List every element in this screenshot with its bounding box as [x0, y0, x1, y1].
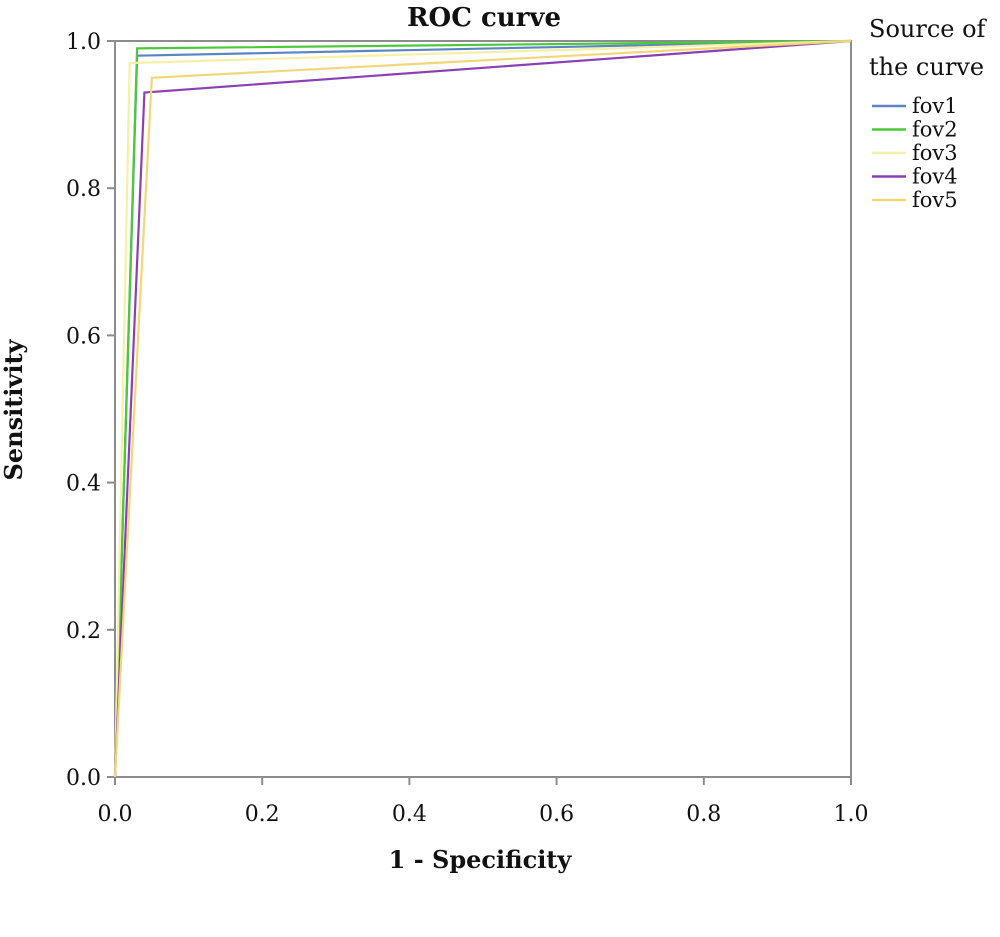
- series-line-fov1: [113, 39, 852, 778]
- y-axis: 0.0 0.2 0.4 0.6 0.8 1.0: [66, 30, 115, 791]
- legend-label: fov4: [912, 165, 958, 189]
- legend-item-fov5: fov5: [872, 188, 958, 212]
- y-tick-label: 0.4: [66, 472, 101, 497]
- y-tick-label: 1.0: [66, 30, 101, 55]
- plot-area: [114, 40, 852, 778]
- legend-label: fov5: [912, 188, 958, 212]
- x-axis-title: 1 - Specificity: [389, 845, 573, 874]
- y-axis-title: Sensitivity: [0, 338, 28, 480]
- plot-frame: [114, 40, 852, 778]
- y-tick-label: 0.0: [66, 766, 101, 791]
- x-tick-label: 0.0: [98, 802, 133, 827]
- y-tick-label: 0.6: [66, 324, 101, 349]
- chart-title: ROC curve: [407, 3, 561, 33]
- x-tick-label: 0.6: [539, 802, 574, 827]
- series-lines: [113, 39, 852, 778]
- x-axis: 0.0 0.2 0.4 0.6 0.8 1.0: [98, 777, 869, 827]
- x-tick-label: 1.0: [834, 802, 869, 827]
- legend-title-line2: the curve: [869, 53, 984, 81]
- series-line-fov4: [113, 39, 852, 778]
- x-tick-label: 0.8: [686, 802, 721, 827]
- legend-item-fov3: fov3: [872, 141, 958, 165]
- series-line-fov3: [113, 39, 852, 778]
- legend-label: fov3: [912, 141, 958, 165]
- series-line-fov5: [113, 39, 852, 778]
- legend-item-fov1: fov1: [872, 94, 958, 118]
- y-tick-label: 0.8: [66, 177, 101, 202]
- legend-label: fov1: [912, 94, 958, 118]
- legend-label: fov2: [912, 118, 958, 142]
- series-line-fov2: [113, 39, 852, 778]
- x-tick-label: 0.4: [392, 802, 427, 827]
- x-tick-label: 0.2: [245, 802, 280, 827]
- legend-item-fov4: fov4: [872, 165, 958, 189]
- legend-title-line1: Source of: [869, 15, 988, 43]
- legend-item-fov2: fov2: [872, 118, 958, 142]
- y-tick-label: 0.2: [66, 619, 101, 644]
